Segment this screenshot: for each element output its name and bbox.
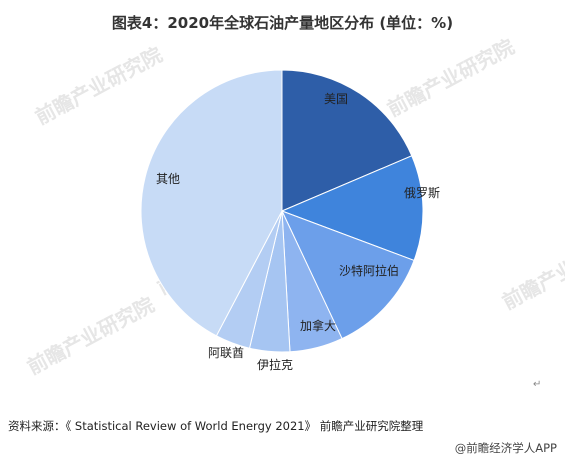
slice-label: 美国	[324, 92, 348, 106]
source-note: 资料来源：《 Statistical Review of World Energ…	[8, 419, 424, 433]
return-mark: ↵	[533, 379, 542, 390]
chart-title: 图表4：2020年全球石油产量地区分布 (单位：%)	[111, 14, 454, 32]
slice-label: 其他	[156, 172, 180, 186]
slice-label: 伊拉克	[257, 357, 293, 372]
slice-label: 加拿大	[300, 318, 336, 333]
slice-label: 俄罗斯	[404, 186, 440, 200]
footer-credit: @前瞻经济学人APP	[454, 441, 557, 455]
slice-label: 阿联酋	[208, 345, 244, 360]
pie-slice-0	[281, 69, 413, 212]
pie-slice-1	[280, 155, 424, 262]
slice-label: 沙特阿拉伯	[339, 263, 399, 278]
pie-slice-2	[281, 210, 415, 340]
pie-slice-6	[140, 69, 283, 337]
